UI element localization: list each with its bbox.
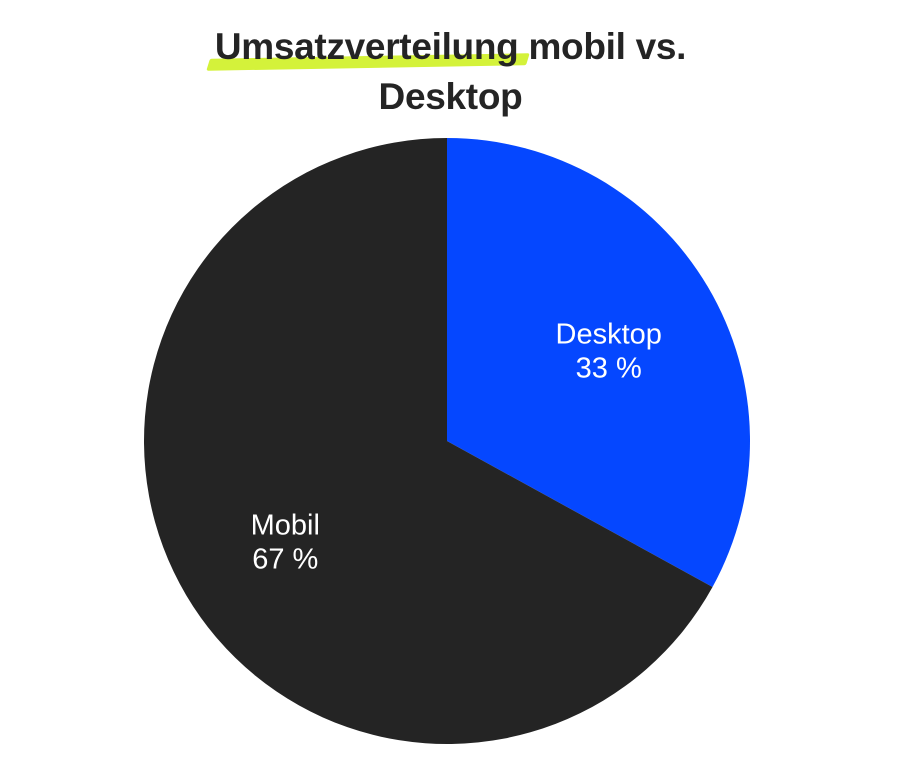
pie-labels: Desktop 33 % Mobil 67 % (251, 318, 662, 575)
chart-title-line-1: Umsatzverteilung mobil vs. (0, 22, 901, 72)
slice-category-label: Mobil (251, 510, 320, 542)
slice-value-label: 67 % (252, 544, 318, 576)
title-highlight-text: Umsatzverteilung (214, 26, 519, 67)
pie-slice-mobil (144, 138, 713, 744)
chart-title-line-2: Desktop (378, 76, 523, 117)
slice-category-label: Desktop (556, 318, 662, 350)
pie-slices (144, 138, 751, 744)
chart-title: Umsatzverteilung mobil vs. Desktop (0, 22, 901, 122)
title-rest-text: mobil vs. (528, 26, 687, 67)
pie-slice-desktop (447, 138, 751, 587)
slice-label-desktop: Desktop 33 % (556, 318, 662, 384)
title-highlight: Umsatzverteilung (206, 22, 530, 72)
slice-label-mobil: Mobil 67 % (251, 510, 320, 576)
slice-value-label: 33 % (576, 352, 642, 384)
